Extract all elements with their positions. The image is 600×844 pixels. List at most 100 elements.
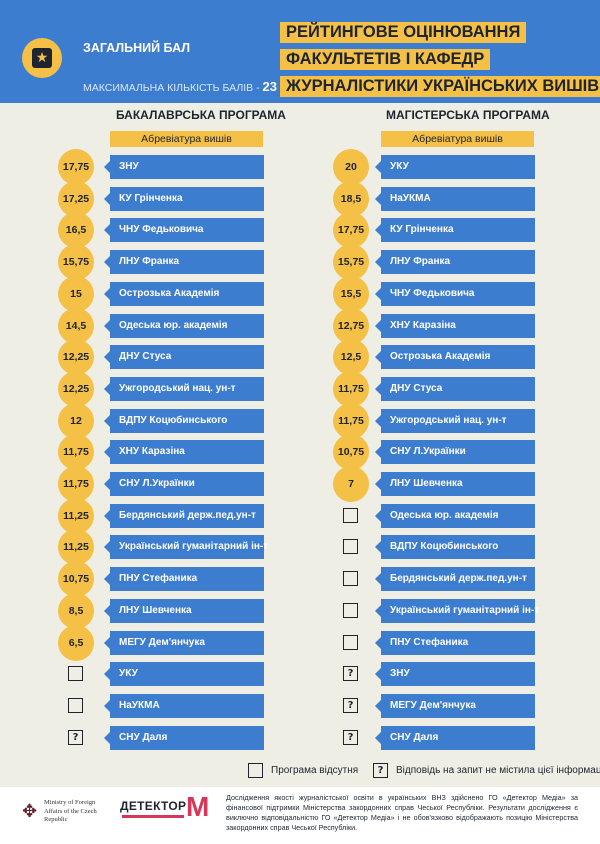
detector-media-logo: ДЕТЕКТОР M <box>120 793 212 825</box>
university-name: ЗНУ <box>119 161 139 172</box>
university-name: МЕГУ Дем'янчука <box>119 636 205 648</box>
score-circle: 17,75 <box>333 212 369 249</box>
ranking-row: ? СНУ Даля <box>0 725 600 750</box>
ranking-row: 12 ВДПУ Коцюбинського <box>0 402 600 439</box>
bar-pointer <box>104 351 110 364</box>
absent-box-icon <box>343 571 358 587</box>
university-bar: Одеська юр. академія <box>381 503 535 528</box>
bar-pointer <box>375 192 381 205</box>
question-box-icon: ? <box>343 697 358 713</box>
university-bar: ПНУ Стефаника <box>381 630 535 655</box>
ranking-row: ? СНУ Даля <box>0 725 600 750</box>
score-circle: 17,25 <box>58 180 94 217</box>
bar-pointer <box>375 731 381 744</box>
disclaimer-text: Дослідження якості журналістської освіти… <box>226 793 578 832</box>
university-bar: Острозька Академія <box>110 281 264 306</box>
university-name: СНУ Даля <box>119 731 168 743</box>
bar-pointer <box>104 604 110 617</box>
bar-pointer <box>375 509 381 522</box>
absent-box-icon <box>68 697 83 713</box>
header-banner: ★ ЗАГАЛЬНИЙ БАЛ МАКСИМАЛЬНА КІЛЬКІСТЬ БА… <box>0 0 600 103</box>
ranking-row: Український гуманітарний ін-т <box>0 598 600 623</box>
university-name: Острозька Академія <box>119 287 220 299</box>
ranking-row: Одеська юр. академія <box>0 503 600 528</box>
score-circle: 12,25 <box>58 370 94 407</box>
ranking-row: 18,5 НаУКМА <box>0 180 600 217</box>
ranking-row: 12,25 ДНУ Стуса <box>0 339 600 376</box>
score-circle: 11,75 <box>58 434 94 471</box>
university-name: ЛНУ Франка <box>390 256 451 268</box>
score-circle: 8,5 <box>58 592 94 629</box>
university-bar: ДНУ Стуса <box>381 376 535 401</box>
master-column-label: Абревіатура вишів <box>381 131 534 147</box>
university-bar: Український гуманітарний ін-т <box>110 535 268 560</box>
university-name: СНУ Даля <box>390 731 439 743</box>
bar-pointer <box>104 161 110 173</box>
university-bar: ХНУ Каразіна <box>110 440 264 465</box>
score-circle: 6,5 <box>58 624 94 661</box>
ranking-row: 10,75 ПНУ Стефаника <box>0 561 600 598</box>
bar-pointer <box>104 256 110 269</box>
university-name: Бердянський держ.пед.ун-т <box>119 509 256 521</box>
university-name: НаУКМА <box>119 699 160 711</box>
university-name: Ужгородський нац. ун-т <box>119 382 236 394</box>
star-icon: ★ <box>32 48 52 68</box>
university-name: ХНУ Каразіна <box>390 319 456 331</box>
bar-pointer <box>375 636 381 649</box>
university-name: УКУ <box>390 161 409 172</box>
university-name: ЧНУ Федьковича <box>390 287 475 299</box>
university-name: ХНУ Каразіна <box>119 446 185 458</box>
university-bar: Острозька Академія <box>381 345 535 370</box>
footer: ✥ Ministry of Foreign Affairs of the Cze… <box>0 787 600 844</box>
bar-pointer <box>375 541 381 554</box>
university-name: ЗНУ <box>390 668 410 680</box>
bar-pointer <box>104 541 110 554</box>
question-box-icon: ? <box>343 666 358 682</box>
bachelor-heading: БАКАЛАВРСЬКА ПРОГРАМА <box>116 108 286 122</box>
university-name: Український гуманітарний ін-т <box>119 541 269 553</box>
university-name: ЛНУ Франка <box>119 256 180 268</box>
bachelor-column-label: Абревіатура вишів <box>110 131 263 147</box>
university-name: МЕГУ Дем'янчука <box>390 699 476 711</box>
university-bar: Одеська юр. академія <box>110 313 264 338</box>
ranking-row: 14,5 Одеська юр. академія <box>0 307 600 344</box>
university-bar: МЕГУ Дем'янчука <box>381 693 535 718</box>
max-score-text: МАКСИМАЛЬНА КІЛЬКІСТЬ БАЛІВ - <box>83 82 260 94</box>
university-name: ЛНУ Шевченка <box>119 604 192 616</box>
score-circle: 16,5 <box>58 212 94 249</box>
ranking-row: 15,75 ЛНУ Франка <box>0 244 600 281</box>
score-circle: 11,25 <box>58 497 94 534</box>
bar-pointer <box>375 382 381 395</box>
university-bar: ЛНУ Шевченка <box>110 598 264 623</box>
ranking-row: 17,75 ЗНУ <box>0 149 600 185</box>
total-score-label: ЗАГАЛЬНИЙ БАЛ <box>83 41 191 55</box>
bar-pointer <box>375 351 381 364</box>
bar-pointer <box>375 478 381 490</box>
ranking-row: 11,25 Український гуманітарний ін-т <box>0 529 600 566</box>
university-bar: ЛНУ Франка <box>381 250 535 275</box>
university-bar: ВДПУ Коцюбинського <box>381 535 535 560</box>
university-bar: Ужгородський нац. ун-т <box>381 408 535 433</box>
bar-pointer <box>104 509 110 522</box>
ranking-row: 17,25 КУ Грінченка <box>0 180 600 217</box>
university-bar: СНУ Даля <box>381 725 535 750</box>
max-score-value: 23 <box>262 79 277 94</box>
university-bar: ДНУ Стуса <box>110 345 264 370</box>
ranking-row: ВДПУ Коцюбинського <box>0 535 600 560</box>
university-bar: НаУКМА <box>381 186 535 211</box>
university-bar: ЗНУ <box>381 662 535 687</box>
university-bar: Український гуманітарний ін-т <box>381 598 539 623</box>
detector-logo-word: ДЕТЕКТОР <box>120 799 187 813</box>
bar-pointer <box>104 382 110 395</box>
university-bar: ЧНУ Федьковича <box>110 218 264 243</box>
university-bar: ЧНУ Федьковича <box>381 281 535 306</box>
score-circle: 15,75 <box>333 244 369 281</box>
score-circle: 17,75 <box>58 149 94 185</box>
score-circle: 12,5 <box>333 339 369 376</box>
university-name: ПНУ Стефаника <box>119 573 198 585</box>
university-bar: МЕГУ Дем'янчука <box>110 630 264 655</box>
ranking-row: 7 ЛНУ Шевченка <box>0 466 600 502</box>
bar-pointer <box>104 668 110 681</box>
title-line-3: ЖУРНАЛІСТИКИ УКРАЇНСЬКИХ ВИШІВ <box>280 76 600 97</box>
bar-pointer <box>375 224 381 237</box>
